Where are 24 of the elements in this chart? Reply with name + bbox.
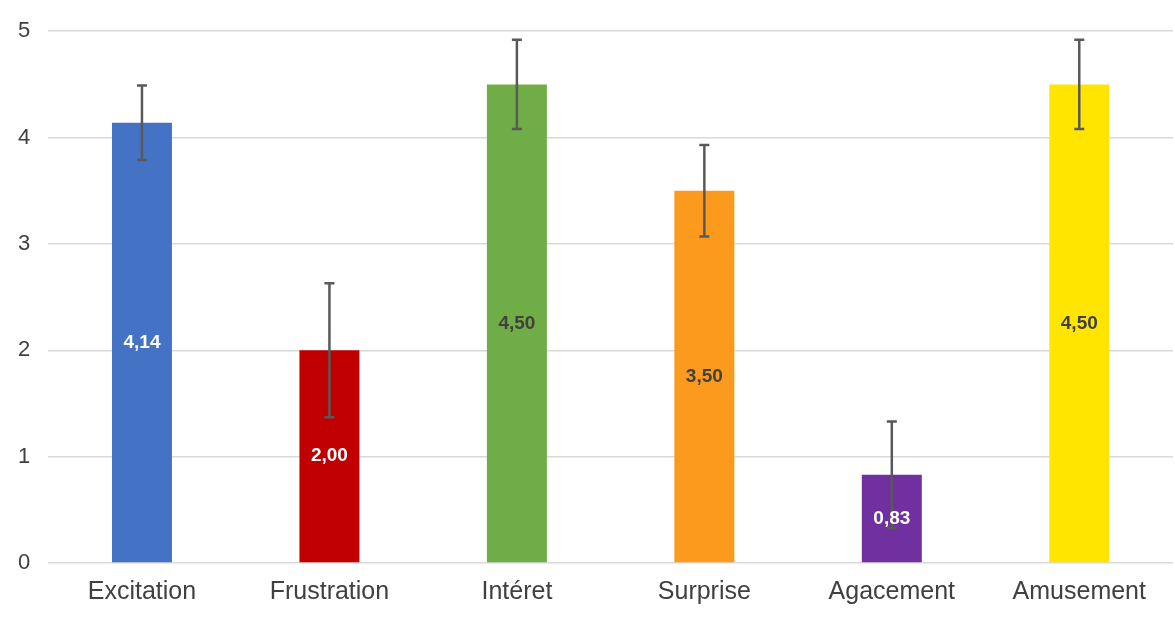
- bar: [674, 190, 735, 563]
- data-label: 4,50: [498, 311, 536, 333]
- data-label: 3,50: [685, 364, 723, 386]
- bar: [861, 474, 922, 563]
- data-label: 2,00: [310, 444, 348, 466]
- x-tick-label: Frustration: [269, 575, 390, 604]
- x-tick-label: Amusement: [1012, 575, 1147, 604]
- bar: [299, 350, 360, 563]
- y-tick-label: 2: [17, 336, 31, 362]
- y-tick-label: 1: [17, 442, 31, 468]
- y-tick-label: 0: [17, 549, 31, 575]
- x-tick-label: Intéret: [481, 575, 553, 604]
- data-label: 4,14: [123, 330, 161, 352]
- bar: [1049, 84, 1110, 563]
- bar: [486, 84, 547, 563]
- bar: [111, 122, 172, 563]
- y-tick-label: 5: [17, 17, 31, 43]
- x-tick-label: Surprise: [657, 575, 751, 604]
- y-tick-label: 4: [17, 123, 31, 149]
- x-tick-label: Agacement: [828, 575, 956, 604]
- y-tick-label: 3: [17, 229, 31, 255]
- x-tick-label: Excitation: [87, 575, 197, 604]
- data-label: 0,83: [873, 506, 911, 528]
- data-label: 4,50: [1060, 311, 1098, 333]
